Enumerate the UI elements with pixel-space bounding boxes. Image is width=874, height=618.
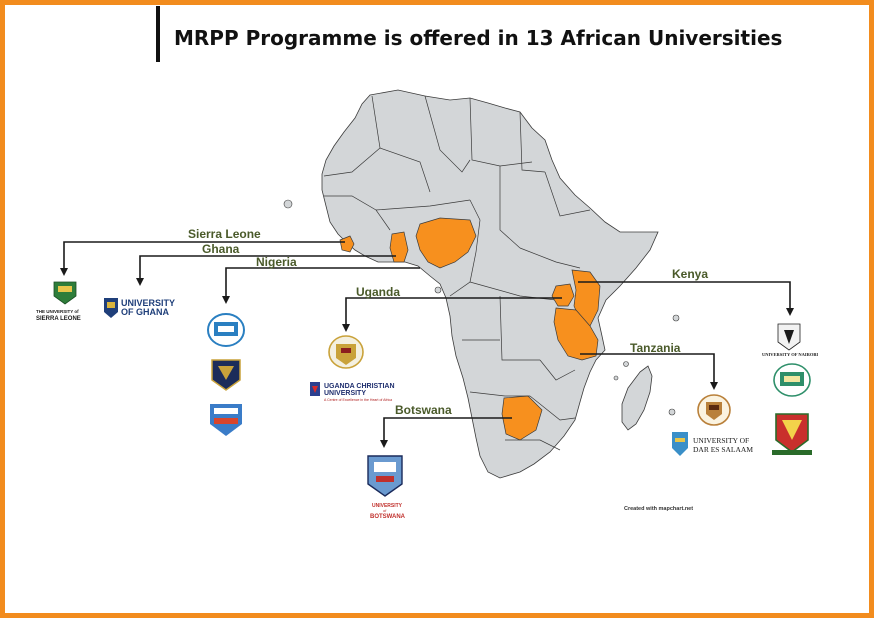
ucu-logo-line2: UNIVERSITY xyxy=(324,390,366,397)
logo-university-of-ghana: UNIVERSITY OF GHANA xyxy=(104,298,175,318)
logo-kenya-university-2 xyxy=(773,363,811,397)
logo-university-of-nairobi: UNIVERSITY OF NAIROBI xyxy=(762,323,818,357)
botswana-logo-line2: of xyxy=(383,508,387,513)
map-credit: Created with mapchart.net xyxy=(624,506,694,512)
islands xyxy=(283,199,680,416)
label-nigeria: Nigeria xyxy=(256,255,297,269)
connector-arrowheads xyxy=(60,268,794,448)
logo-uganda-university-crest xyxy=(328,335,364,369)
botswana-logo-line3: BOTSWANA xyxy=(370,514,406,520)
logo-university-of-sierra-leone: THE UNIVERSITY of SIERRA LEONE xyxy=(36,281,81,322)
nairobi-logo-line1: UNIVERSITY OF NAIROBI xyxy=(762,352,818,357)
logo-nigeria-university-1 xyxy=(207,313,245,347)
sierra-leone-logo-line1: THE UNIVERSITY of xyxy=(36,309,79,314)
ghana-logo-line1: UNIVERSITY xyxy=(121,298,175,308)
connector-lines xyxy=(63,241,791,442)
country-tanzania xyxy=(553,307,599,361)
page-title: MRPP Programme is offered in 13 African … xyxy=(174,26,783,50)
label-uganda: Uganda xyxy=(356,285,400,299)
udsm-logo-line2: DAR ES SALAAM xyxy=(693,445,753,454)
logo-kenya-university-3 xyxy=(772,413,812,455)
label-ghana: Ghana xyxy=(202,242,240,256)
udsm-logo-line1: UNIVERSITY OF xyxy=(693,436,749,445)
country-sierra-leone xyxy=(339,235,355,253)
sierra-leone-logo-line2: SIERRA LEONE xyxy=(36,316,81,322)
ghana-logo-line2: OF GHANA xyxy=(121,307,169,317)
logo-nigeria-university-2 xyxy=(211,359,241,391)
ucu-logo-tagline: A Centre of Excellence in the Heart of A… xyxy=(324,398,392,402)
logo-uganda-christian-university: UGANDA CHRISTIAN UNIVERSITY A Centre of … xyxy=(310,382,395,402)
country-uganda xyxy=(551,283,575,307)
madagascar xyxy=(621,365,653,431)
botswana-logo-line1: UNIVERSITY xyxy=(372,503,403,509)
logo-university-of-botswana: UNIVERSITY of BOTSWANA xyxy=(367,455,406,520)
country-nigeria xyxy=(415,217,477,269)
label-botswana: Botswana xyxy=(395,403,452,417)
label-sierra-leone: Sierra Leone xyxy=(188,227,261,241)
ucu-logo-line1: UGANDA CHRISTIAN xyxy=(324,383,395,390)
country-borders xyxy=(323,95,591,451)
title-accent-bar xyxy=(156,6,160,62)
logo-tanzania-university-crest xyxy=(697,394,731,426)
country-ghana xyxy=(389,231,409,263)
label-kenya: Kenya xyxy=(672,267,708,281)
highlighted-countries xyxy=(339,217,601,441)
label-tanzania: Tanzania xyxy=(630,341,681,355)
logo-university-of-dar-es-salaam: UNIVERSITY OF DAR ES SALAAM xyxy=(672,432,753,456)
logo-nigeria-university-3 xyxy=(210,404,242,436)
africa-landmass xyxy=(321,89,659,479)
